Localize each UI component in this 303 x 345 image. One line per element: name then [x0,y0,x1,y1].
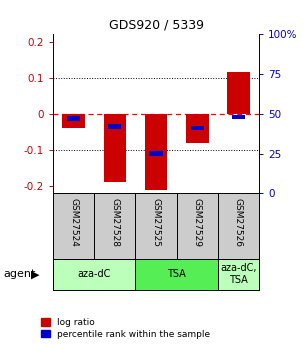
Bar [104,114,126,183]
Bar [135,259,218,290]
Bar [191,126,204,130]
Bar [67,117,80,121]
Bar [108,125,122,129]
Text: aza-dC,
TSA: aza-dC, TSA [220,264,257,285]
Text: TSA: TSA [167,269,186,279]
Text: GSM27526: GSM27526 [234,198,243,247]
Title: GDS920 / 5339: GDS920 / 5339 [108,19,204,32]
Text: agent: agent [3,269,35,279]
Bar [227,72,250,114]
Legend: log ratio, percentile rank within the sample: log ratio, percentile rank within the sa… [41,318,210,339]
Text: GSM27528: GSM27528 [110,198,119,247]
Text: GSM27529: GSM27529 [193,198,202,247]
Bar [186,114,208,143]
Bar [149,151,163,156]
Bar [218,259,259,290]
Bar [145,114,167,190]
Text: GSM27524: GSM27524 [69,198,78,247]
Text: aza-dC: aza-dC [78,269,111,279]
Bar [62,114,85,128]
Bar [232,115,245,119]
Text: ▶: ▶ [31,269,39,279]
Bar [53,259,135,290]
Text: GSM27525: GSM27525 [152,198,161,247]
